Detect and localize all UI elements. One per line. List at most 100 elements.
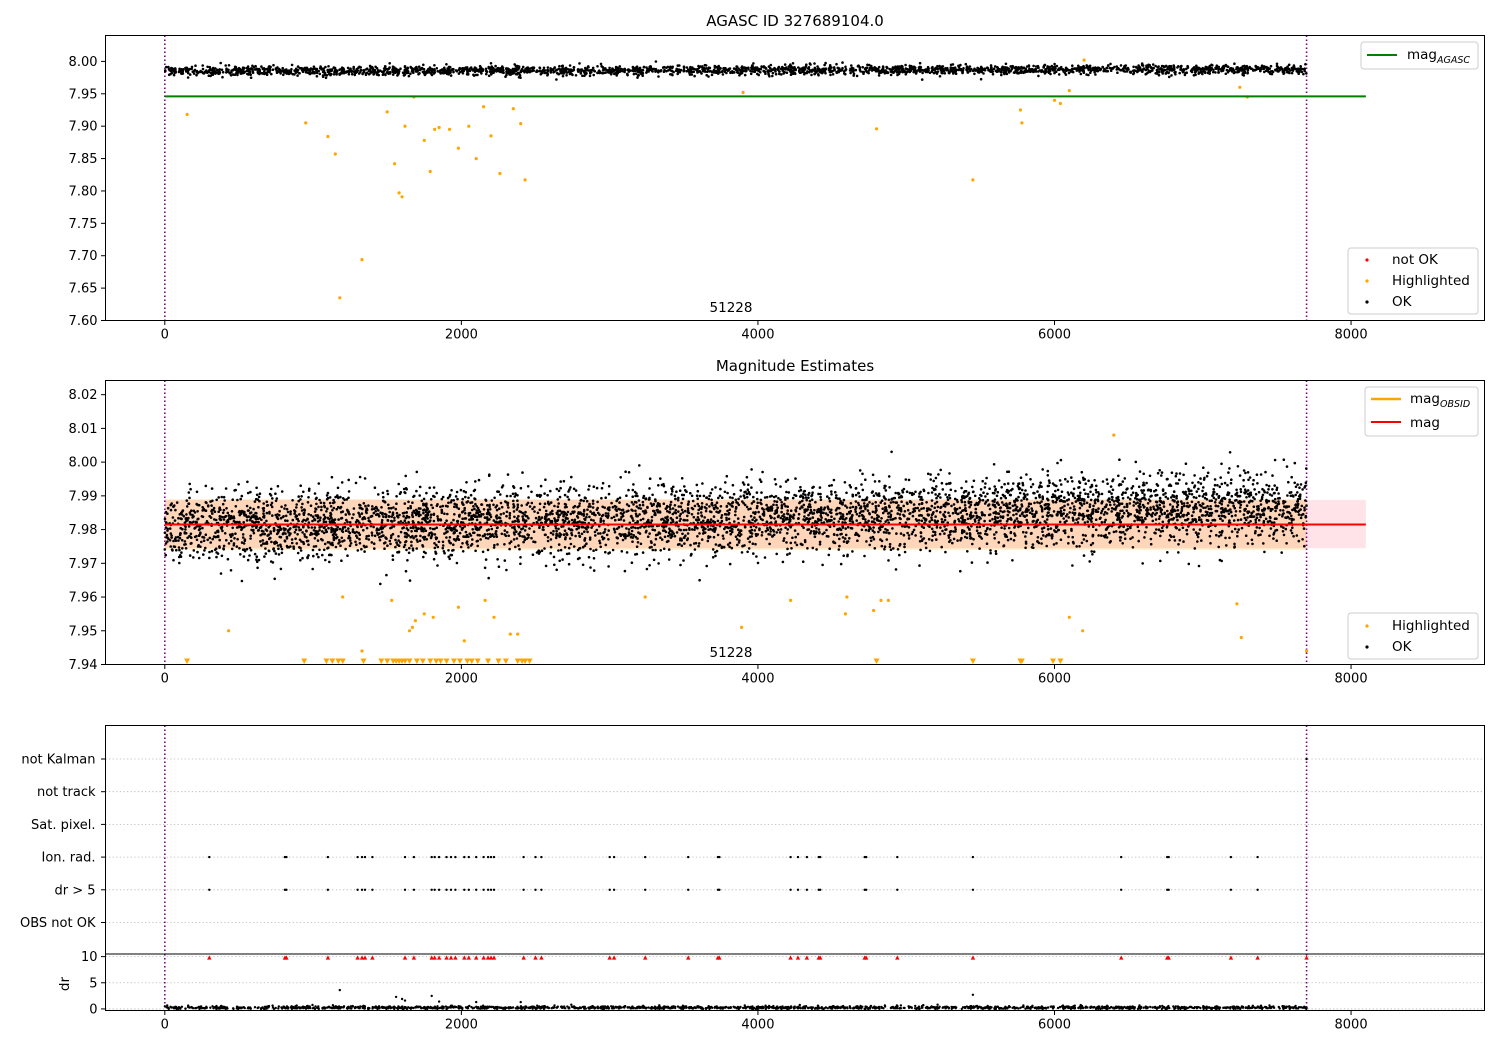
panel-estimates-ok-point	[888, 542, 892, 546]
panel-estimates-ok-point	[460, 511, 464, 514]
panel-agasc-ok-point	[1293, 67, 1296, 71]
panel-estimates-ok-point	[966, 517, 970, 521]
panel-agasc-highlighted-point	[875, 127, 879, 131]
panel-agasc-ok-point	[235, 71, 238, 75]
panel-estimates-ok-point	[1187, 487, 1190, 491]
panel-agasc-ok-point	[912, 65, 916, 69]
panel-estimates-ok-point	[1075, 518, 1078, 521]
panel-estimates-ok-point	[393, 516, 396, 520]
panel-agasc-ok-point	[494, 68, 497, 72]
panel-estimates-ok-point	[1251, 542, 1254, 546]
panel-agasc-highlighted-point	[360, 258, 364, 262]
panel-agasc-ok-point	[740, 68, 744, 72]
panel-agasc-ok-point	[1154, 64, 1157, 68]
panel-estimates-ok-point	[738, 539, 741, 542]
panel-estimates-ok-point	[558, 559, 561, 563]
panel-agasc-ok-point	[1079, 66, 1082, 69]
panel-agasc-ok-point	[596, 65, 599, 68]
panel-agasc-ok-point	[917, 68, 921, 71]
panel-estimates-ok-point	[631, 525, 635, 529]
panel-agasc-ok-point	[470, 68, 474, 71]
panel-estimates-ok-point	[1006, 513, 1010, 517]
panel-agasc-ok-point	[207, 74, 211, 77]
panel-estimates-ok-point	[319, 501, 323, 505]
panel-agasc-ok-point	[542, 66, 546, 70]
panel-agasc-ok-point	[195, 70, 198, 74]
panel-agasc-ok-point	[977, 71, 981, 74]
panel-estimates-ok-point	[173, 519, 177, 522]
panel-estimates-ok-point	[802, 492, 805, 496]
panel-estimates-ok-point	[445, 519, 448, 522]
panel-agasc-ok-point	[674, 69, 678, 73]
panel-estimates-ok-point	[1304, 499, 1307, 502]
panel-agasc-ok-point	[803, 72, 806, 76]
panel-estimates-ok-point	[1000, 526, 1003, 529]
panel-agasc-ok-point	[226, 68, 229, 71]
panel-estimates-ok-point	[780, 506, 784, 510]
panel-agasc-ok-point	[1036, 66, 1040, 70]
panel-agasc-ok-point	[589, 71, 592, 75]
panel-agasc-ok-point	[242, 71, 246, 74]
panel-agasc-ok-point	[349, 67, 352, 70]
panel-agasc-ok-point	[968, 65, 972, 68]
panel-estimates-ok-point	[1054, 500, 1058, 504]
panel-estimates-ok-point	[310, 526, 314, 529]
panel-estimates-ok-point	[812, 532, 816, 535]
panel-agasc-ok-point	[212, 69, 216, 73]
panel-estimates-ok-point	[664, 490, 667, 494]
panel-estimates-ok-point	[682, 528, 686, 532]
panel-agasc-ok-point	[170, 69, 173, 73]
panel-agasc-ok-point	[610, 70, 614, 74]
panel-agasc-ok-point	[369, 70, 373, 73]
panel-estimates-ok-point	[334, 545, 338, 549]
panel-estimates-ok-point	[678, 542, 681, 546]
panel-estimates-ok-point	[1144, 530, 1147, 534]
panel-agasc-ok-point	[350, 72, 354, 76]
panel-agasc-ok-point	[1013, 71, 1016, 74]
panel-estimates-ok-point	[986, 492, 989, 496]
panel-agasc-ok-point	[816, 67, 820, 71]
panel-agasc-ok-point	[1119, 64, 1123, 67]
panel-agasc-ok-point	[396, 69, 399, 72]
panel-estimates-ok-point	[238, 509, 241, 513]
panel-estimates-ok-point	[604, 512, 608, 515]
panel-agasc-ok-point	[1071, 67, 1074, 71]
panel-agasc-ok-point	[678, 70, 682, 74]
panel-estimates-ok-point	[386, 544, 389, 547]
panel-agasc-ok-point	[448, 71, 452, 74]
panel-agasc-ok-point	[1040, 70, 1043, 74]
panel-agasc-ok-point	[1055, 64, 1059, 68]
panel-estimates-ok-point	[983, 486, 987, 489]
panel-agasc-ok-point	[793, 72, 797, 76]
panel-estimates-ok-point	[443, 532, 446, 535]
panel-agasc-ok-point	[700, 72, 703, 75]
panel-agasc-ok-point	[777, 70, 781, 73]
panel-agasc-ok-point	[1208, 72, 1211, 75]
panel-estimates-ok-point	[1072, 487, 1076, 491]
panel-agasc-ok-point	[1106, 64, 1110, 67]
panel-estimates-ok-point	[775, 531, 779, 534]
panel-agasc-ok-point	[885, 66, 889, 70]
panel-estimates-ok-point	[680, 501, 683, 505]
panel-estimates-ok-point	[1095, 484, 1098, 488]
panel-agasc-ok-point	[579, 71, 583, 75]
panel-agasc-ok-point	[209, 67, 212, 71]
panel-agasc-highlighted-point	[456, 146, 460, 150]
panel-agasc-highlighted-point	[326, 134, 330, 139]
panel-agasc-ok-point	[1061, 68, 1065, 71]
panel-estimates-ok-point	[877, 530, 880, 534]
panel-agasc-ok-point	[422, 71, 426, 74]
panel-estimates-ok-point	[712, 535, 716, 539]
legend-highlighted-marker	[1365, 279, 1369, 283]
panel-estimates-ok-point	[842, 554, 845, 557]
panel-estimates-ok-point	[1024, 546, 1027, 550]
panel-agasc-ok-point	[433, 64, 436, 67]
panel-estimates-ok-point	[248, 554, 251, 557]
panel-estimates-ok-point	[984, 529, 988, 533]
panel-estimates-ok-point	[794, 508, 797, 512]
panel-estimates-ok-point	[1120, 516, 1124, 519]
panel-estimates-ok-point	[1076, 521, 1080, 524]
panel-agasc-xtick-label: 0	[161, 328, 169, 343]
panel-estimates-ok-point	[210, 504, 213, 507]
panel-agasc-ok-point	[1044, 68, 1047, 72]
